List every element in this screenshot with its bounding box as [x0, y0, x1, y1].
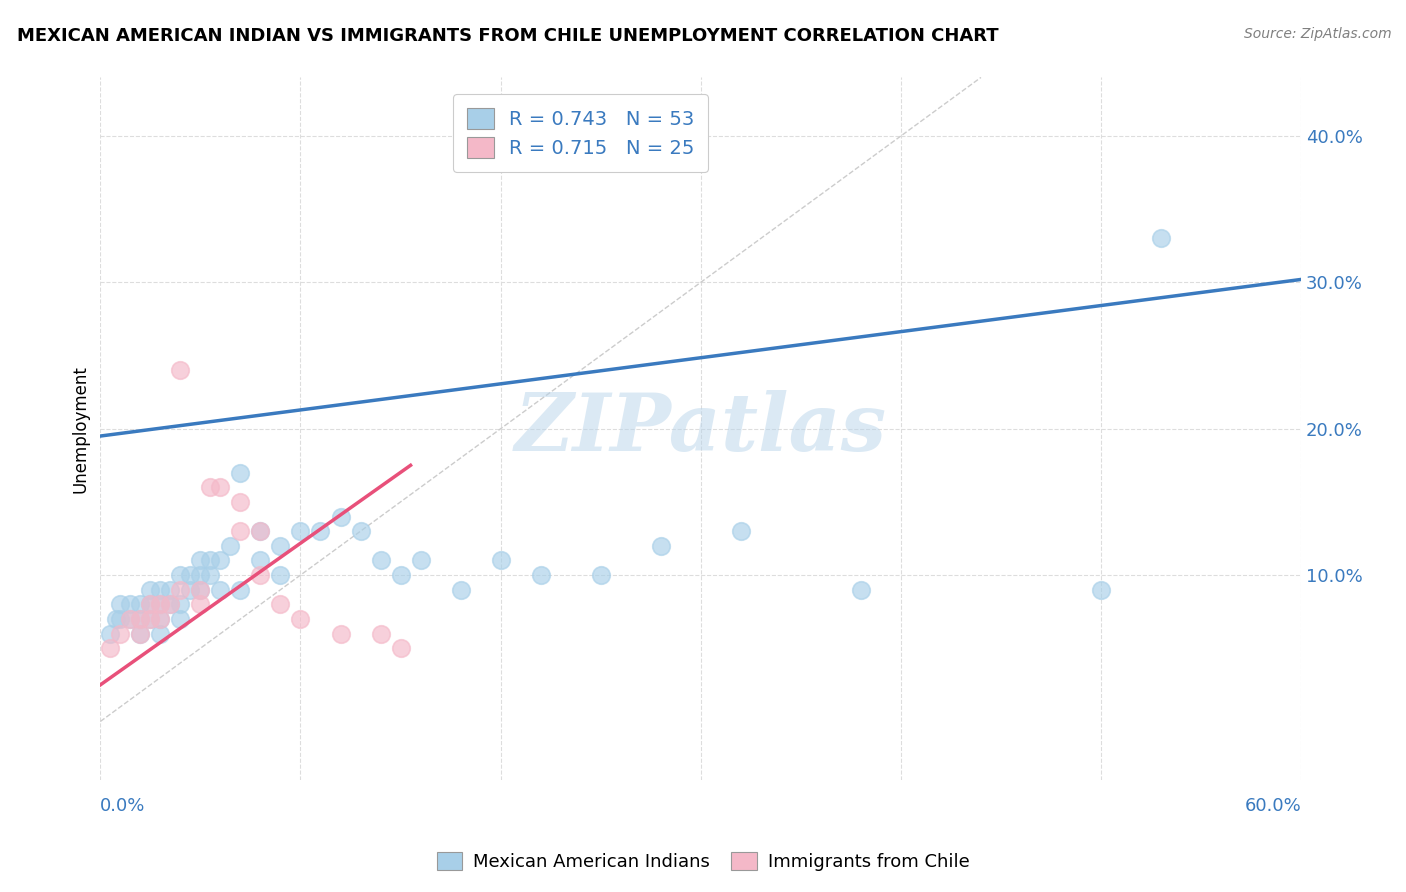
Point [120, 612, 142, 626]
Point [190, 582, 212, 597]
Point [139, 598, 162, 612]
Point [589, 568, 612, 582]
Point [110, 598, 132, 612]
Text: 60.0%: 60.0% [1244, 797, 1301, 814]
Point [229, 466, 252, 480]
Point [650, 539, 672, 553]
Point [290, 612, 312, 626]
Point [129, 598, 152, 612]
Point [149, 612, 172, 626]
Point [229, 524, 252, 538]
Point [530, 568, 553, 582]
Point [110, 626, 132, 640]
Point [309, 524, 332, 538]
Point [139, 612, 162, 626]
Point [179, 582, 201, 597]
Text: Source: ZipAtlas.com: Source: ZipAtlas.com [1244, 27, 1392, 41]
Point [149, 598, 172, 612]
Point [370, 553, 392, 567]
Point [110, 612, 132, 626]
Point [129, 612, 152, 626]
Point [249, 524, 271, 538]
Point [409, 553, 432, 567]
Point [209, 582, 232, 597]
Point [129, 626, 152, 640]
Point [329, 509, 352, 524]
Y-axis label: Unemployment: Unemployment [72, 365, 89, 492]
Point [169, 582, 191, 597]
Point [450, 582, 472, 597]
Point [269, 598, 291, 612]
Point [249, 553, 271, 567]
Point [190, 598, 212, 612]
Point [169, 363, 191, 377]
Point [219, 539, 242, 553]
Point [1150, 231, 1173, 245]
Point [269, 568, 291, 582]
Point [149, 626, 172, 640]
Point [169, 568, 191, 582]
Point [200, 480, 222, 494]
Point [389, 568, 412, 582]
Point [120, 598, 142, 612]
Point [269, 539, 291, 553]
Point [129, 612, 152, 626]
Point [169, 598, 191, 612]
Point [139, 598, 162, 612]
Point [209, 553, 232, 567]
Point [139, 612, 162, 626]
Point [1090, 582, 1112, 597]
Point [179, 568, 201, 582]
Point [105, 612, 128, 626]
Point [249, 524, 271, 538]
Point [389, 641, 412, 656]
Point [149, 582, 172, 597]
Point [190, 553, 212, 567]
Text: ZIPatlas: ZIPatlas [515, 390, 887, 467]
Point [139, 582, 162, 597]
Point [329, 626, 352, 640]
Point [200, 553, 222, 567]
Point [190, 568, 212, 582]
Point [249, 568, 271, 582]
Point [159, 582, 181, 597]
Point [209, 480, 232, 494]
Point [489, 553, 512, 567]
Text: 0.0%: 0.0% [100, 797, 146, 814]
Legend: R = 0.743   N = 53, R = 0.715   N = 25: R = 0.743 N = 53, R = 0.715 N = 25 [453, 95, 709, 171]
Legend: Mexican American Indians, Immigrants from Chile: Mexican American Indians, Immigrants fro… [429, 845, 977, 879]
Point [120, 612, 142, 626]
Point [169, 612, 191, 626]
Point [370, 626, 392, 640]
Point [290, 524, 312, 538]
Point [159, 598, 181, 612]
Point [730, 524, 752, 538]
Point [229, 582, 252, 597]
Point [98, 626, 121, 640]
Point [849, 582, 872, 597]
Point [190, 582, 212, 597]
Point [200, 568, 222, 582]
Point [229, 495, 252, 509]
Text: MEXICAN AMERICAN INDIAN VS IMMIGRANTS FROM CHILE UNEMPLOYMENT CORRELATION CHART: MEXICAN AMERICAN INDIAN VS IMMIGRANTS FR… [17, 27, 998, 45]
Point [349, 524, 371, 538]
Point [149, 598, 172, 612]
Point [159, 598, 181, 612]
Point [98, 641, 121, 656]
Point [149, 612, 172, 626]
Point [129, 626, 152, 640]
